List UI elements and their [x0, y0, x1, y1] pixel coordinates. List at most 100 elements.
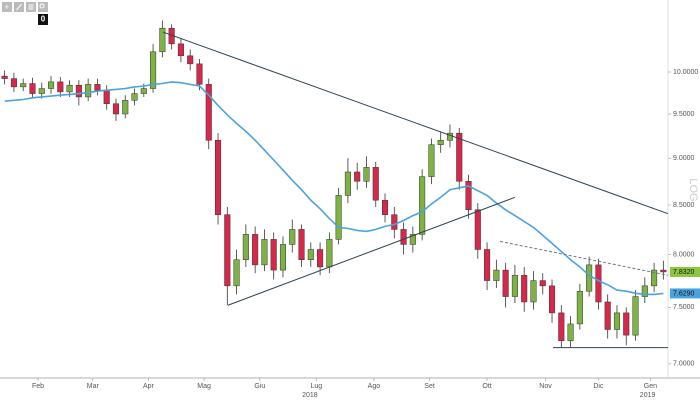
candle-body: [558, 312, 565, 342]
candle-body: [261, 239, 268, 266]
candle-body: [205, 84, 212, 141]
candle-body: [428, 144, 435, 177]
year-label: 2018: [302, 392, 318, 399]
candle-body: [456, 132, 463, 182]
trend-line: [162, 31, 669, 215]
candle-body: [521, 275, 528, 303]
candle-body: [20, 83, 27, 88]
candle-body: [38, 88, 45, 94]
x-tick-label: Feb: [32, 383, 44, 390]
candle-body: [131, 93, 138, 101]
y-tick-label: 8.5000: [673, 202, 695, 209]
candle-body: [604, 301, 611, 330]
x-tick-label: Mar: [87, 383, 100, 390]
candle-body: [159, 27, 166, 53]
candle-body: [75, 84, 82, 98]
candle-body: [103, 89, 110, 104]
candle-body: [10, 78, 17, 88]
trend-line: [499, 240, 669, 276]
candle-body: [1, 75, 8, 79]
y-tick-label: 10.0000: [673, 69, 698, 76]
candle-body: [391, 214, 398, 230]
candle-body: [613, 312, 621, 330]
candle-body: [465, 181, 472, 211]
candle-body: [381, 199, 389, 215]
x-tick-label: Gen: [644, 383, 657, 390]
candle-body: [242, 234, 249, 260]
candle-body: [511, 275, 518, 297]
candle-body: [122, 100, 129, 115]
x-tick-label: Apr: [143, 383, 155, 390]
candle-body: [586, 264, 593, 292]
candle-body: [344, 171, 351, 196]
search-button[interactable]: [38, 2, 48, 12]
candle-body: [326, 239, 333, 268]
candle-body: [530, 280, 537, 303]
candle-body: [595, 264, 602, 303]
y-tick-label: 9.0000: [673, 155, 695, 162]
y-tick-label: 8.0000: [673, 251, 695, 258]
candle-body: [66, 84, 73, 93]
price-tag-label: 7.8320: [673, 269, 695, 276]
candle-body: [140, 88, 147, 94]
draw-icon: [16, 3, 22, 11]
toolbar: + 0: [2, 2, 48, 25]
x-tick-label: Ago: [368, 383, 381, 390]
candle-body: [632, 296, 639, 336]
x-tick-label: Giu: [254, 383, 265, 390]
trend-line: [227, 196, 516, 306]
zoom-in-button[interactable]: [2, 2, 12, 12]
x-tick-label: Mag: [197, 383, 211, 390]
candle-body: [335, 195, 342, 240]
candle-body: [307, 249, 314, 260]
candle-body: [112, 103, 120, 115]
candle-body: [400, 229, 407, 245]
candle-body: [641, 285, 648, 297]
log-label: LOG: [687, 178, 699, 201]
candle-body: [651, 269, 658, 287]
candle-body: [29, 83, 36, 94]
candle-body: [419, 176, 426, 235]
candle-body: [187, 55, 194, 65]
price-tag-label: 7.6290: [673, 290, 695, 297]
candle-body: [317, 249, 324, 268]
candle-body: [233, 259, 240, 287]
year-label: 2019: [640, 392, 656, 399]
badge: [38, 14, 48, 25]
candle-body: [177, 43, 184, 57]
x-tick-label: Set: [424, 383, 435, 390]
candle-body: [196, 63, 203, 85]
candle-body: [150, 51, 157, 89]
candle-body: [279, 244, 287, 271]
candle-body: [224, 214, 231, 287]
candle-body: [502, 269, 509, 297]
candle-body: [539, 280, 546, 287]
candle-body: [252, 234, 259, 266]
candles: [1, 20, 667, 348]
candle-body: [289, 229, 296, 245]
candle-body: [576, 290, 583, 325]
x-tick-label: Nov: [539, 383, 552, 390]
candle-body: [94, 84, 101, 91]
menu-icon: [28, 4, 34, 10]
zoom-in-icon: +: [5, 3, 10, 12]
candle-body: [660, 269, 667, 273]
candle-body: [493, 269, 500, 281]
y-tick-label: 9.5000: [673, 111, 695, 118]
y-tick-label: 7.0000: [673, 361, 695, 368]
candle-body: [57, 81, 64, 93]
candle-body: [548, 285, 556, 314]
candle-body: [484, 249, 491, 281]
candle-body: [363, 167, 370, 182]
candle-body: [298, 229, 305, 260]
candle-body: [474, 209, 481, 250]
candle-body: [409, 234, 416, 245]
candle-body: [214, 139, 222, 215]
x-tick-label: Ott: [482, 383, 491, 390]
candle-body: [270, 239, 277, 271]
candle-body: [623, 312, 630, 336]
moving-average-line: [4, 81, 664, 296]
